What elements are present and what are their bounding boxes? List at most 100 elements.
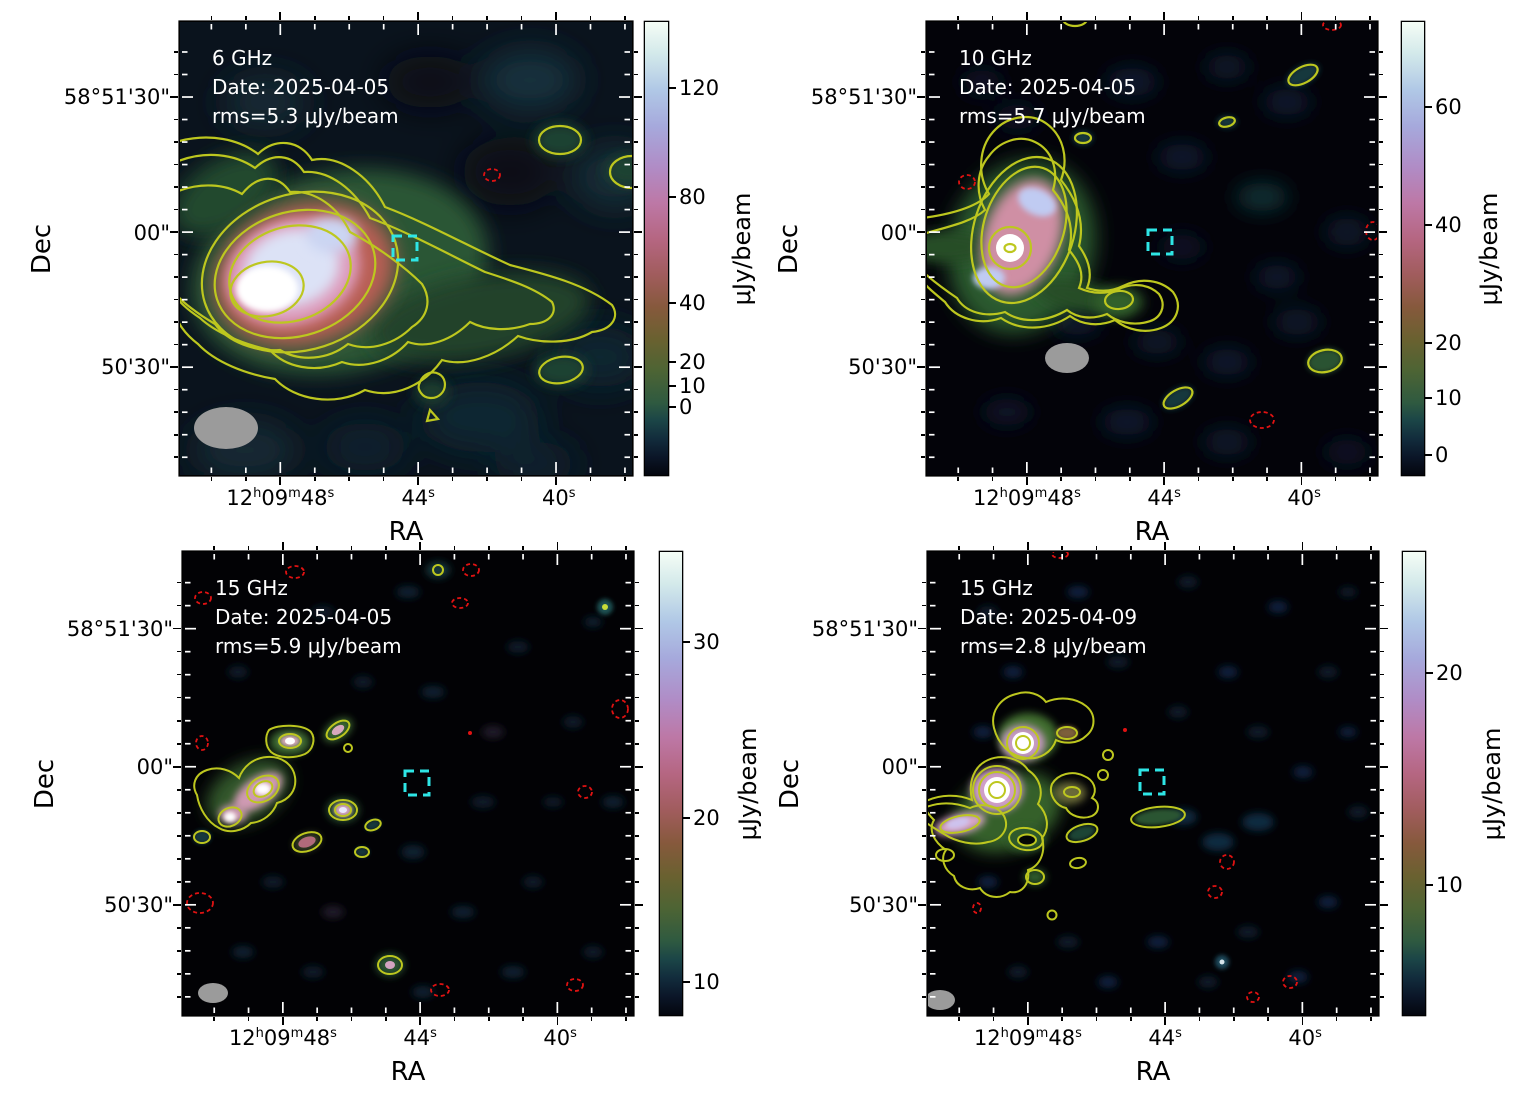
colorbar-tick-mark [683,981,690,983]
tick-mark [350,546,353,550]
tick-mark [1379,96,1387,98]
tick-mark [921,343,925,346]
tick-mark [1379,343,1383,346]
tick-mark [635,857,639,860]
colorbar-tick-mark [1426,884,1433,886]
beam-ellipse [198,983,228,1003]
tick-mark [634,321,638,323]
tick-mark [922,650,926,653]
colorbar [1402,22,1424,475]
tick-mark [1379,321,1383,323]
tick-mark [922,857,926,860]
tick-mark [1369,16,1371,20]
tick-mark [174,253,178,256]
tick-mark [174,321,178,323]
tick-mark [487,1017,490,1021]
radio-map-15ghz-0409: 15 GHz Date: 2025-04-09 rms=2.8 μJy/beam [928,552,1378,1015]
colorbar-tick-label: 30 [693,629,720,654]
colorbar-unit-label: μJy/beam [734,727,762,840]
tick-mark [625,1017,627,1021]
colorbar [645,22,668,475]
tick-mark [1267,1017,1269,1021]
tick-mark [247,546,250,550]
y-tick-label: 58°51'30" [810,85,917,110]
tick-mark [634,433,638,436]
axis-ticks [185,554,631,1013]
axis-ticks [182,24,630,473]
tick-mark [1369,477,1371,481]
positive-contours [180,124,632,423]
tick-mark [922,742,926,745]
tick-mark [245,477,247,481]
tick-mark [1301,1017,1304,1025]
tick-mark [922,996,926,998]
y-tick-label: 58°51'30" [811,616,918,641]
tick-mark [921,388,925,391]
colorbar-tick-label: 10 [679,373,706,398]
y-tick-label: 58°51'30" [63,85,170,110]
x-axis-label: RA [1135,1057,1171,1087]
tick-mark [918,904,926,906]
tick-mark [921,253,925,256]
tick-mark [1060,477,1062,481]
rms-label: rms=5.9 μJy/beam [215,634,402,658]
tick-mark [177,927,181,929]
tick-mark [1379,231,1387,233]
tick-mark [556,542,559,550]
tick-mark [921,276,925,278]
tick-mark [635,788,639,791]
beam-ellipse [928,990,955,1010]
tick-mark [453,546,456,550]
tick-mark [635,604,639,607]
tick-mark [1379,141,1383,143]
axis-ticks [929,24,1375,473]
colorbar-tick-label: 10 [1436,872,1463,897]
colorbar-tick-mark [1425,106,1432,109]
tick-mark [1379,51,1383,53]
beam-ellipse [194,407,258,449]
tick-mark [634,253,638,256]
tick-mark [921,118,925,121]
tick-mark [635,927,639,929]
tick-mark [1379,253,1383,256]
tick-mark [1380,857,1384,860]
negative-contour [483,168,501,182]
tick-mark [174,433,178,436]
tick-mark [1095,1017,1098,1021]
colorbar-unit-label: μJy/beam [1478,727,1506,840]
tick-mark [958,546,961,550]
tick-mark [634,186,638,188]
panel-annotation: 10 GHz Date: 2025-04-05 rms=5.7 μJy/beam [959,44,1146,131]
tick-mark [921,433,925,436]
tick-mark [174,456,178,459]
tick-mark [279,477,282,485]
tick-mark [635,904,643,906]
target-marker-box [1146,228,1174,256]
y-axis-label: Dec [775,758,805,809]
tick-mark [177,673,181,676]
tick-mark [1232,546,1235,550]
x-tick-label: 40s [1287,486,1321,510]
tick-mark [177,811,181,814]
tick-mark [486,477,488,481]
tick-mark [177,604,181,607]
x-tick-label: 40s [543,1026,577,1050]
date-label: Date: 2025-04-05 [212,75,390,99]
tick-mark [1061,1017,1063,1021]
x-tick-label: 12h09m48s [228,1026,337,1050]
y-axis-label: Dec [774,223,804,274]
rms-label: rms=5.3 μJy/beam [212,104,399,128]
colorbar-tick-mark [1425,397,1432,399]
tick-mark [1027,1017,1029,1025]
tick-mark [1232,1017,1235,1021]
colorbar-unit-label: μJy/beam [728,192,756,305]
x-tick-label: 40s [1288,1026,1322,1050]
tick-mark [1198,1017,1201,1021]
tick-mark [1380,904,1388,906]
tick-mark [177,719,181,722]
tick-mark [174,141,178,143]
tick-mark [417,12,419,20]
tick-mark [1380,834,1384,837]
tick-mark [453,1017,456,1021]
tick-mark [634,456,638,459]
